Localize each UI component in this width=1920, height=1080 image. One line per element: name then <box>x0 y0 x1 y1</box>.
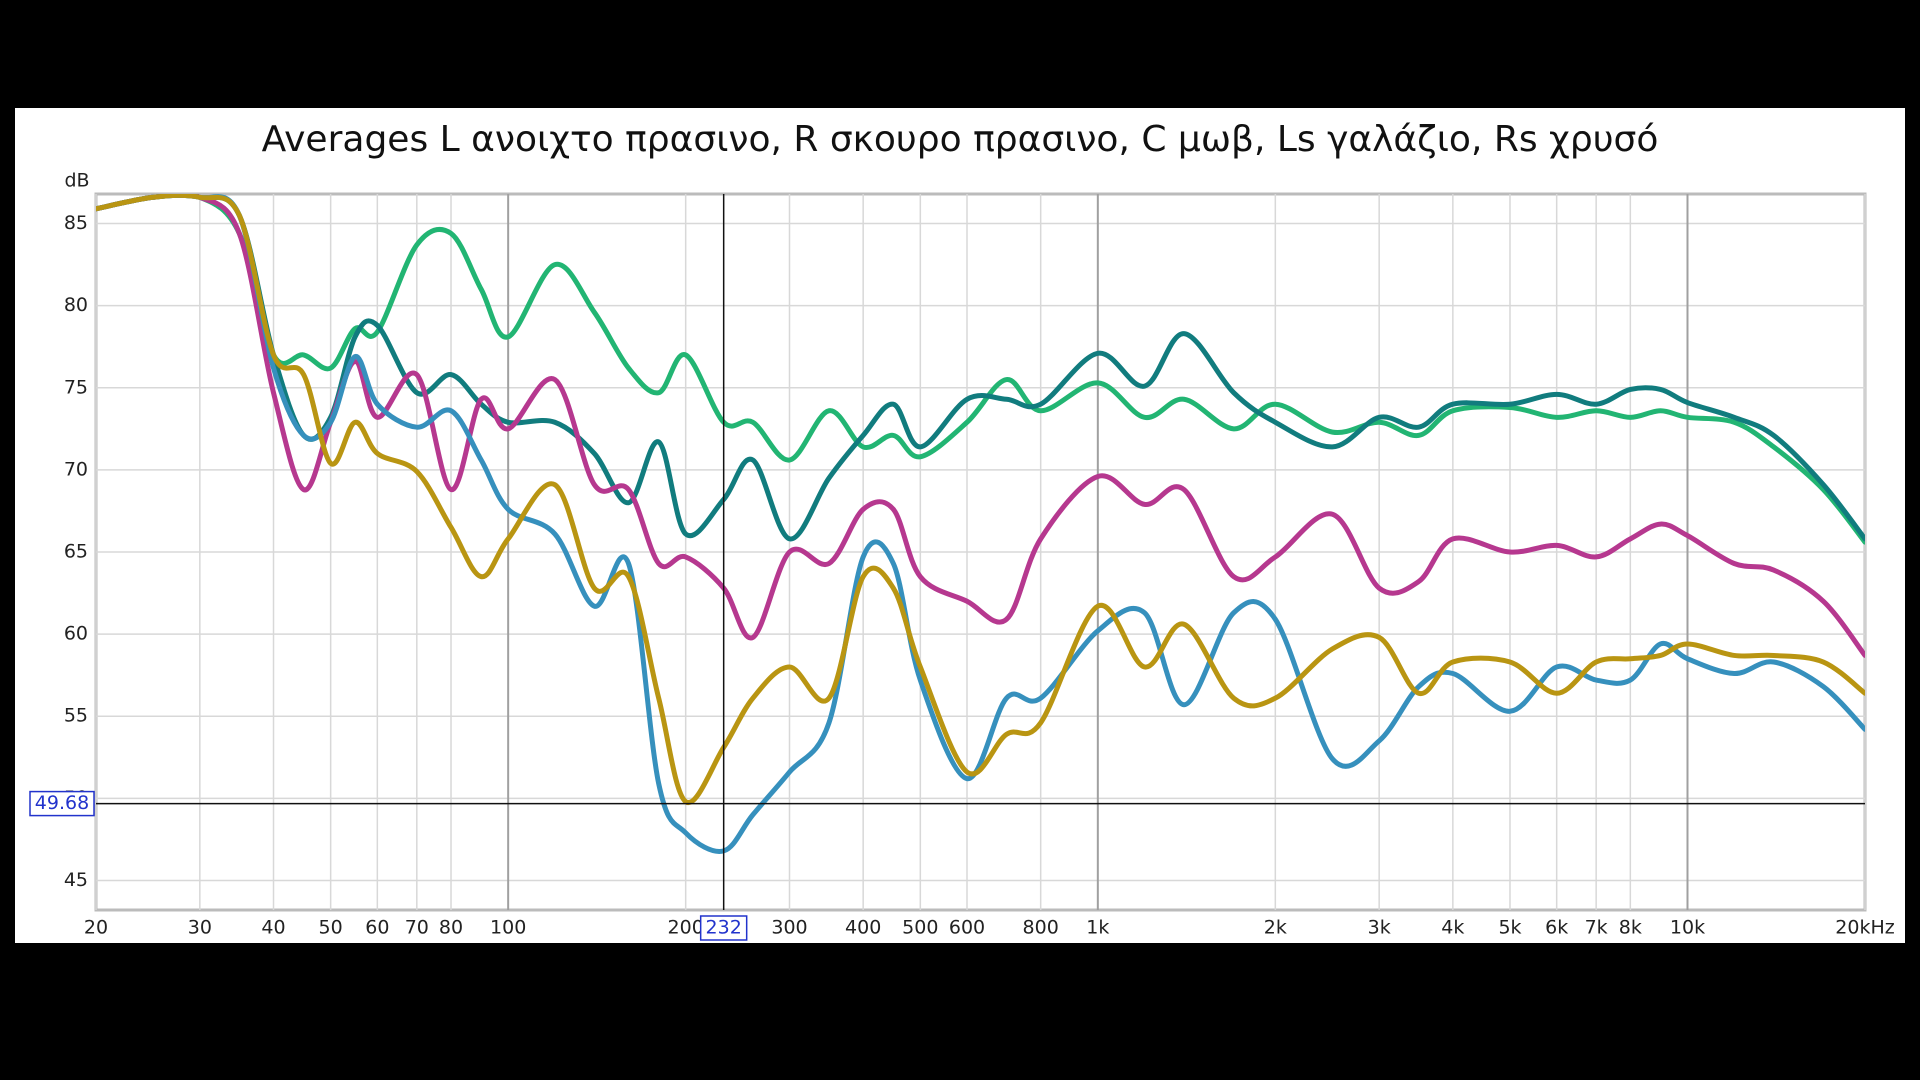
cursor-y-label: 49.68 <box>35 792 89 814</box>
y-tick-label: 75 <box>64 376 88 398</box>
y-tick-label: 80 <box>64 294 88 316</box>
y-tick-label: 65 <box>64 541 88 563</box>
x-tick-label: 40 <box>261 917 285 939</box>
x-tick-label: 800 <box>1023 917 1059 939</box>
x-tick-label: 300 <box>771 917 807 939</box>
x-tick-label: 1k <box>1086 917 1109 939</box>
x-tick-label: 20kHz <box>1835 917 1894 939</box>
x-tick-label: 70 <box>405 917 429 939</box>
x-tick-label: 100 <box>490 917 526 939</box>
y-tick-label: 70 <box>64 458 88 480</box>
x-tick-label: 80 <box>439 917 463 939</box>
x-tick-label: 200 <box>668 917 704 939</box>
y-tick-label: 55 <box>64 705 88 727</box>
cursor-x-label: 232 <box>706 917 742 939</box>
series-line <box>96 194 1865 854</box>
x-tick-label: 30 <box>188 917 212 939</box>
y-tick-label: 45 <box>64 869 88 891</box>
series-line <box>96 194 1865 545</box>
x-tick-label: 5k <box>1498 917 1521 939</box>
series-line <box>96 194 1865 542</box>
x-tick-label: 3k <box>1368 917 1391 939</box>
cursor-y-box <box>29 790 95 817</box>
x-tick-label: 6k <box>1545 917 1568 939</box>
x-tick-label: 2k <box>1264 917 1287 939</box>
y-axis-label: dB <box>64 170 89 192</box>
x-tick-label: 50 <box>319 917 343 939</box>
x-tick-label: 7k <box>1585 917 1608 939</box>
y-tick-label: 60 <box>64 623 88 645</box>
x-tick-label: 10k <box>1670 917 1705 939</box>
cursor-x-box <box>699 915 748 941</box>
series-line <box>96 194 1865 658</box>
x-tick-label: 4k <box>1441 917 1464 939</box>
chart-title: Averages L ανοιχτο πρασινο, R σκουρο πρα… <box>262 119 1659 160</box>
series-line <box>96 194 1865 806</box>
x-tick-label: 20 <box>84 917 108 939</box>
y-tick-label: 85 <box>64 212 88 234</box>
x-tick-label: 600 <box>949 917 985 939</box>
x-tick-label: 60 <box>365 917 389 939</box>
x-tick-label: 400 <box>845 917 881 939</box>
x-tick-label: 8k <box>1619 917 1642 939</box>
x-tick-label: 500 <box>902 917 938 939</box>
